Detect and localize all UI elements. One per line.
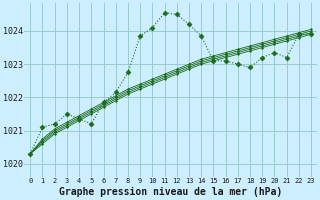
X-axis label: Graphe pression niveau de la mer (hPa): Graphe pression niveau de la mer (hPa)	[59, 187, 282, 197]
